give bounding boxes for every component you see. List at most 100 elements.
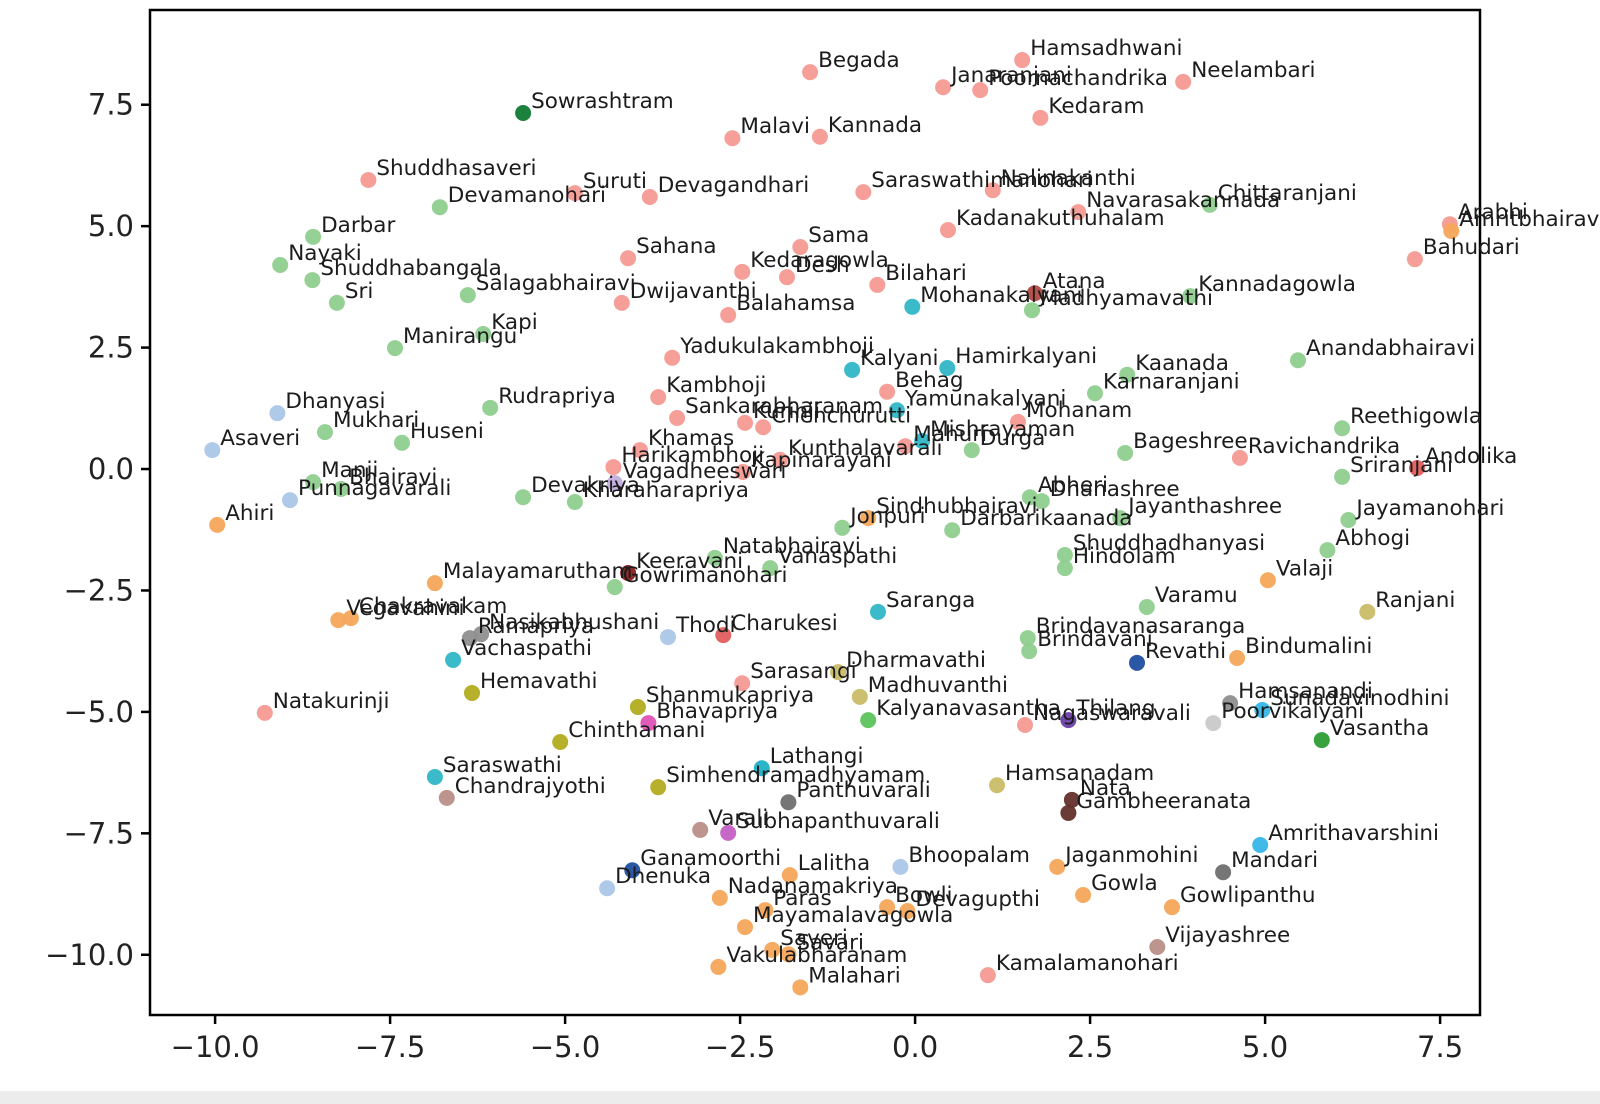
data-point-dot [1409,460,1425,477]
data-point-dot [333,480,350,497]
data-point-label: Valaji [1276,556,1333,581]
data-point-dot [515,489,532,506]
data-point-dot [780,794,797,811]
data-point-label: Sowrashtram [531,89,674,114]
data-point-label: Navarasakannada [1086,188,1280,213]
data-point-dot [1406,251,1423,268]
data-point-dot [632,442,648,459]
data-point-dot [715,627,732,644]
data-point-label: Panthuvarali [796,778,930,803]
data-point-label: Mahuri [913,422,987,447]
data-point-label: Anandabhairavi [1306,336,1475,361]
data-point-dot [624,862,641,879]
data-point-dot [711,889,728,906]
data-point-dot [1359,603,1376,620]
data-point-dot [641,189,658,206]
data-point-dot [1075,887,1092,904]
data-point-dot [328,294,345,311]
data-point-dot [272,257,289,274]
data-point-dot [475,325,492,342]
x-tick-label: −7.5 [355,1030,425,1064]
data-point-label: Yadukulakambhoji [679,334,874,359]
data-point-dot [939,359,956,376]
y-tick-label: −5.0 [64,695,134,729]
data-point-dot [710,958,727,975]
data-point-label: Sriranjani [1350,453,1453,478]
data-point-label: Kalyanavasantha [876,696,1061,721]
plot-frame [148,8,1482,1017]
data-point-dot [1319,542,1336,559]
data-point-dot [515,104,532,121]
data-point-dot [940,222,956,239]
data-point-label: Sama [808,223,869,248]
data-point-dot [753,760,770,777]
data-point-dot [629,699,646,716]
data-point-dot [1201,196,1218,213]
data-point-label: Nagaswaravali [1033,701,1191,726]
data-point-dot [1017,717,1033,734]
data-point-label: Hindolam [1073,544,1176,569]
data-point-label: Nasikabhushani [489,610,659,635]
data-point-dot [566,185,583,202]
data-point-dot [1290,352,1306,369]
data-point-dot [1129,654,1145,671]
data-point-label: Kannadagowla [1198,272,1356,297]
data-point-label: Chenchurutti [771,403,911,428]
data-point-label: Kedaram [1048,94,1144,119]
data-point-label: Kurinji [753,399,820,424]
data-point-dot [269,405,286,422]
data-point-label: Vasantha [1330,716,1429,741]
data-point-dot [1010,413,1026,430]
data-point-dot [650,779,667,796]
data-point-label: Yamunakalyani [904,386,1066,411]
data-point-dot [737,919,753,936]
data-point-label: Dhanyasi [285,389,385,414]
data-point-label: Mishrayaman [930,417,1075,442]
data-point-dot [640,715,657,732]
data-point-label: Jayamanohari [1354,496,1504,521]
data-point-dot [650,389,667,406]
data-point-label: Jayanthashree [1126,494,1282,519]
data-point-dot [899,903,916,920]
data-point-dot [1087,385,1103,402]
data-point-dot [844,361,861,378]
data-point-label: Sarasangi [750,659,856,684]
data-point-label: Hemavathi [480,669,597,694]
data-point-label: Poornachandrika [988,66,1168,91]
x-tick-label: 7.5 [1417,1030,1463,1064]
data-point-dot [330,612,347,629]
data-point-label: Ramapriya [478,614,594,639]
data-point-label: Asaveri [220,426,300,451]
data-point-label: Balahamsa [736,291,855,316]
data-point-label: Varamu [1155,583,1238,608]
data-point-label: Malayamarutham [443,559,633,584]
data-point-label: Dharmavathi [846,648,986,673]
data-point-label: Hamsadhwani [1030,36,1182,61]
data-point-label: Sindhubhairavi [876,494,1037,519]
data-point-label: Bindumalini [1245,634,1372,659]
data-point-label: Bilahari [885,261,967,286]
data-point-dot [1119,366,1136,383]
data-point-dot [737,414,753,431]
data-point-label: Ganamoorthi [640,846,781,871]
y-tick-label: −2.5 [64,573,134,607]
data-point-dot [445,651,462,668]
data-point-dot [1259,572,1276,589]
data-point-dot [464,684,480,701]
data-point-label: Neelambari [1191,58,1315,83]
data-point-dot [860,510,877,527]
data-point-label: Bowli [895,883,952,908]
data-point-dot [879,383,896,400]
data-point-dot [1215,864,1232,881]
data-point-label: Manji [321,458,378,483]
data-point-dot [734,675,751,692]
data-point-dot [1175,73,1192,90]
data-point-label: Brindavanasaranga [1036,614,1246,639]
data-point-dot [1049,858,1066,875]
data-point-label: Lathangi [770,744,864,769]
data-point-label: Desh [795,253,850,278]
data-point-label: Devakriya [531,473,640,498]
data-point-label: Dwijavanthi [630,279,757,304]
data-point-dot [317,424,333,441]
data-point-dot [1070,204,1087,221]
